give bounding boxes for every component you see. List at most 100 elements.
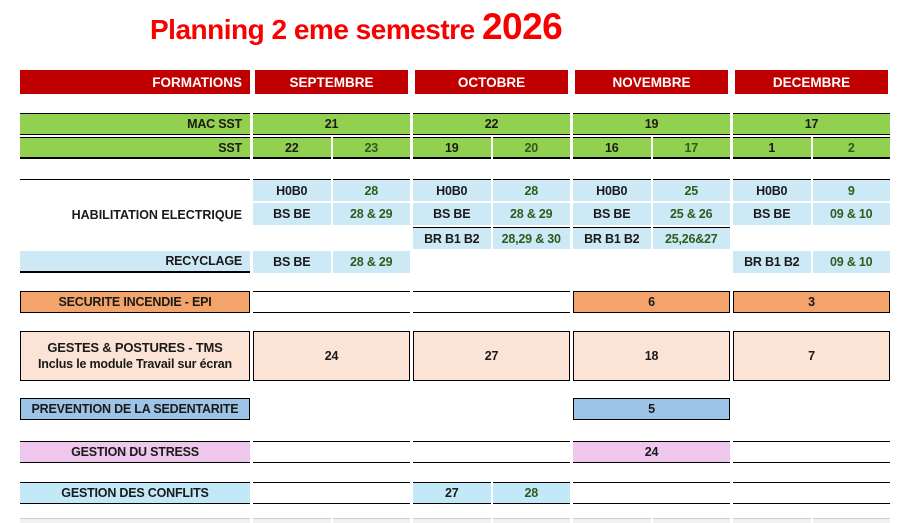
cell-mac-sst-septembre: 21 <box>253 113 410 135</box>
hab-br-octobre: BR B1 B2 28,29 & 30 <box>413 227 570 249</box>
strip-cell <box>812 518 890 523</box>
hab-dates: 28 & 29 <box>492 203 570 225</box>
recyclage-dates: 28 & 29 <box>332 251 410 273</box>
strip-cell <box>413 518 491 523</box>
row-gestion-conflits: GESTION DES CONFLITS 27 28 <box>20 482 890 504</box>
hab-dates: 25 & 26 <box>652 203 730 225</box>
recyclage-decembre: BR B1 B2 09 & 10 <box>733 251 890 273</box>
sst-sep-day2: 23 <box>332 137 410 159</box>
hab-br-novembre: BR B1 B2 25,26&27 <box>573 227 730 249</box>
gestes-novembre: 18 <box>573 331 730 381</box>
row-label-gestion-stress: GESTION DU STRESS <box>20 441 250 463</box>
hab-code: BS BE <box>413 203 491 225</box>
securite-novembre: 6 <box>573 291 730 313</box>
hab-code: H0B0 <box>413 179 491 201</box>
strip-octobre <box>413 518 570 523</box>
recyclage-dates: 09 & 10 <box>812 251 890 273</box>
sst-dec-day2: 2 <box>812 137 890 159</box>
hab-dates: 25 <box>652 179 730 201</box>
row-recyclage: RECYCLAGE BS BE 28 & 29 BR B1 B2 09 & 10 <box>20 251 890 273</box>
strip-label <box>20 518 250 523</box>
cell-sst-decembre: 1 2 <box>733 137 890 159</box>
hab-h0b0-novembre: H0B0 25 <box>573 179 730 201</box>
hab-dates: 09 & 10 <box>812 203 890 225</box>
hab-bsbe-septembre: BS BE 28 & 29 <box>253 203 410 225</box>
hab-h0b0-septembre: H0B0 28 <box>253 179 410 201</box>
cell-sst-octobre: 19 20 <box>413 137 570 159</box>
row-mac-sst: MAC SST 21 22 19 17 <box>20 113 890 135</box>
header-month-septembre: SEPTEMBRE <box>255 70 408 94</box>
sst-nov-day1: 16 <box>573 137 651 159</box>
recyclage-octobre-empty <box>413 251 570 273</box>
gestes-octobre: 27 <box>413 331 570 381</box>
conflits-decembre-empty <box>733 482 890 504</box>
cell-mac-sst-octobre: 22 <box>413 113 570 135</box>
hab-code: H0B0 <box>733 179 811 201</box>
row-prevention-sedentarite: PREVENTION DE LA SEDENTARITE 5 <box>20 398 890 420</box>
gestes-decembre: 7 <box>733 331 890 381</box>
header-month-novembre: NOVEMBRE <box>575 70 728 94</box>
row-label-securite-incendie: SECURITE INCENDIE - EPI <box>20 291 250 313</box>
hab-code: BR B1 B2 <box>413 227 491 249</box>
row-label-prevention-sedentarite: PREVENTION DE LA SEDENTARITE <box>20 398 250 420</box>
header-month-octobre: OCTOBRE <box>415 70 568 94</box>
cell-sst-septembre: 22 23 <box>253 137 410 159</box>
prevention-decembre-empty <box>733 398 890 420</box>
sst-nov-day2: 17 <box>652 137 730 159</box>
table-header-row: FORMATIONS SEPTEMBRE OCTOBRE NOVEMBRE DE… <box>20 70 890 94</box>
stress-octobre-empty <box>413 441 570 463</box>
row-label-sst: SST <box>20 137 250 159</box>
row-gestes-postures: GESTES & POSTURES - TMS Inclus le module… <box>20 331 890 381</box>
conflits-octobre: 27 28 <box>413 482 570 504</box>
hab-code: H0B0 <box>573 179 651 201</box>
sst-oct-day2: 20 <box>492 137 570 159</box>
sst-sep-day1: 22 <box>253 137 331 159</box>
page-title-text: Planning 2 eme semestre <box>150 14 482 45</box>
page-title: Planning 2 eme semestre 2026 <box>150 6 563 48</box>
row-label-gestion-conflits: GESTION DES CONFLITS <box>20 482 250 504</box>
page-title-year: 2026 <box>481 6 563 47</box>
recyclage-novembre-empty <box>573 251 730 273</box>
strip-cell <box>253 518 331 523</box>
stress-septembre-empty <box>253 441 410 463</box>
recyclage-code: BR B1 B2 <box>733 251 811 273</box>
hab-code: BS BE <box>573 203 651 225</box>
conflits-septembre-empty <box>253 482 410 504</box>
recyclage-code: BS BE <box>253 251 331 273</box>
hab-dates: 25,26&27 <box>652 227 730 249</box>
row-securite-incendie: SECURITE INCENDIE - EPI 6 3 <box>20 291 890 313</box>
hab-dates: 9 <box>812 179 890 201</box>
block-habilitation-electrique: HABILITATION ELECTRIQUE H0B0 28 H0B0 28 … <box>20 179 890 249</box>
row-gestion-stress: GESTION DU STRESS 24 <box>20 441 890 463</box>
sst-dec-day1: 1 <box>733 137 811 159</box>
strip-cell <box>733 518 811 523</box>
hab-dates: 28,29 & 30 <box>492 227 570 249</box>
strip-cell <box>652 518 730 523</box>
cell-mac-sst-decembre: 17 <box>733 113 890 135</box>
securite-septembre-empty <box>253 291 410 313</box>
prevention-septembre-empty <box>253 398 410 420</box>
gestes-label-line1: GESTES & POSTURES - TMS <box>47 339 223 355</box>
hab-h0b0-decembre: H0B0 9 <box>733 179 890 201</box>
row-sst: SST 22 23 19 20 16 17 1 2 <box>20 137 890 159</box>
row-label-gestes-postures: GESTES & POSTURES - TMS Inclus le module… <box>20 331 250 381</box>
hab-code: H0B0 <box>253 179 331 201</box>
strip-novembre <box>573 518 730 523</box>
hab-code: BS BE <box>253 203 331 225</box>
hab-bsbe-decembre: BS BE 09 & 10 <box>733 203 890 225</box>
conflits-oct-day2: 28 <box>492 482 570 504</box>
hab-dates: 28 <box>332 179 410 201</box>
cell-mac-sst-novembre: 19 <box>573 113 730 135</box>
conflits-novembre-empty <box>573 482 730 504</box>
stress-decembre-empty <box>733 441 890 463</box>
row-label-mac-sst: MAC SST <box>20 113 250 135</box>
hab-br-septembre-empty <box>253 227 410 249</box>
securite-octobre-empty <box>413 291 570 313</box>
hab-br-decembre-empty <box>733 227 890 249</box>
next-row-cutoff-strip <box>20 518 890 523</box>
header-formations: FORMATIONS <box>20 70 250 94</box>
strip-cell <box>332 518 410 523</box>
strip-septembre <box>253 518 410 523</box>
conflits-oct-day1: 27 <box>413 482 491 504</box>
